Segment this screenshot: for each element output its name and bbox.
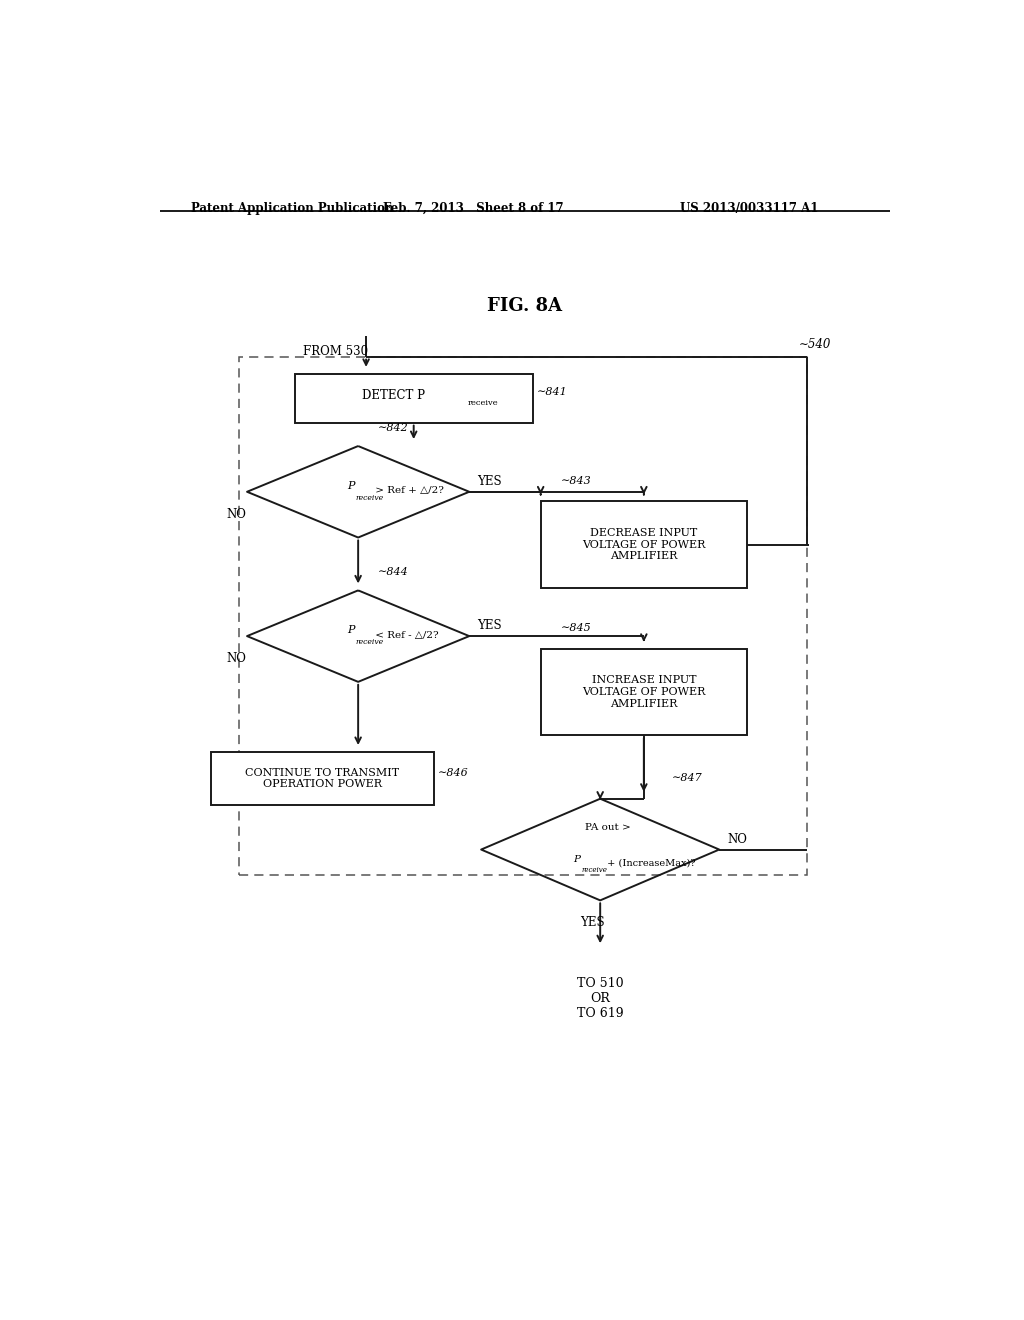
Text: TO 510
OR
TO 619: TO 510 OR TO 619 — [577, 977, 624, 1019]
Text: P: P — [347, 624, 354, 635]
Text: DECREASE INPUT
VOLTAGE OF POWER
AMPLIFIER: DECREASE INPUT VOLTAGE OF POWER AMPLIFIE… — [583, 528, 706, 561]
Text: receive: receive — [355, 494, 383, 502]
Bar — [541, 649, 748, 735]
Text: FROM 530: FROM 530 — [303, 345, 368, 358]
Text: ∼540: ∼540 — [799, 338, 830, 351]
Text: INCREASE INPUT
VOLTAGE OF POWER
AMPLIFIER: INCREASE INPUT VOLTAGE OF POWER AMPLIFIE… — [583, 676, 706, 709]
Text: ∼846: ∼846 — [437, 768, 468, 779]
Text: ∼845: ∼845 — [560, 623, 591, 634]
Bar — [295, 374, 532, 422]
Text: NO: NO — [226, 508, 246, 520]
Text: ∼843: ∼843 — [560, 477, 591, 486]
Bar — [211, 752, 433, 805]
Text: receive: receive — [582, 866, 607, 874]
Text: YES: YES — [477, 619, 502, 632]
Text: YES: YES — [477, 475, 502, 488]
Text: ∼847: ∼847 — [672, 774, 702, 783]
Text: > Ref + △/2?: > Ref + △/2? — [373, 486, 444, 495]
Text: receive: receive — [468, 400, 499, 408]
Text: DETECT P: DETECT P — [362, 388, 425, 401]
Text: YES: YES — [580, 916, 604, 929]
Text: Patent Application Publication: Patent Application Publication — [191, 202, 394, 215]
Text: CONTINUE TO TRANSMIT
OPERATION POWER: CONTINUE TO TRANSMIT OPERATION POWER — [246, 768, 399, 789]
Text: ∼842: ∼842 — [378, 422, 409, 433]
Text: US 2013/0033117 A1: US 2013/0033117 A1 — [680, 202, 818, 215]
Text: receive: receive — [355, 638, 383, 647]
Text: NO: NO — [727, 833, 748, 846]
Text: ∼841: ∼841 — [537, 387, 567, 397]
Bar — [541, 502, 748, 587]
Text: P: P — [573, 855, 581, 865]
Text: FIG. 8A: FIG. 8A — [487, 297, 562, 314]
Text: < Ref - △/2?: < Ref - △/2? — [373, 631, 439, 640]
Bar — [240, 356, 807, 875]
Text: ∼844: ∼844 — [378, 568, 409, 577]
Text: PA out >: PA out > — [586, 822, 631, 832]
Text: Feb. 7, 2013   Sheet 8 of 17: Feb. 7, 2013 Sheet 8 of 17 — [383, 202, 563, 215]
Text: NO: NO — [226, 652, 246, 665]
Text: P: P — [347, 480, 354, 491]
Text: + (IncreaseMax)?: + (IncreaseMax)? — [604, 858, 695, 867]
